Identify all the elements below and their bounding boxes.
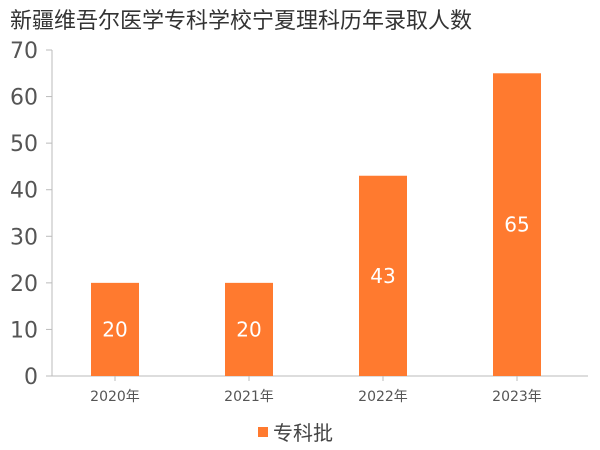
bar-2020年[interactable] [91,282,139,376]
x-tick-label-2022年: 2022年 [358,389,408,405]
bar-2022年[interactable] [359,175,407,376]
y-tick-label-40: 40 [10,179,38,204]
legend: 专科批 [258,421,333,445]
data-label-2021年: 20 [236,317,261,341]
y-tick-label-70: 70 [10,39,38,64]
y-tick-label-60: 60 [10,86,38,111]
y-tick-label-30: 30 [10,225,38,250]
y-tick-label-0: 0 [24,365,38,390]
data-label-2020年: 20 [102,317,127,341]
chart-title: 新疆维吾尔医学专科学校宁夏理科历年录取人数 [10,9,472,34]
bars: 20 20 43 65 [91,73,541,377]
x-tick-label-2021年: 2021年 [224,389,274,405]
x-tick-label-2023年: 2023年 [492,389,542,405]
data-label-2023年: 65 [504,213,529,237]
bar-2023年[interactable] [493,73,541,377]
bar-2021年[interactable] [225,282,273,376]
x-tick-label-2020年: 2020年 [90,389,140,405]
data-label-2022年: 43 [370,264,395,288]
x-axis-ticks: 2020年 2021年 2022年 2023年 [90,376,542,405]
y-axis-ticks: 0 10 20 30 40 50 60 70 [10,39,52,390]
legend-swatch [258,427,268,437]
y-tick-label-50: 50 [10,132,38,157]
y-tick-label-20: 20 [10,272,38,297]
y-tick-label-10: 10 [10,318,38,343]
legend-label-zhuankepi[interactable]: 专科批 [273,421,333,445]
